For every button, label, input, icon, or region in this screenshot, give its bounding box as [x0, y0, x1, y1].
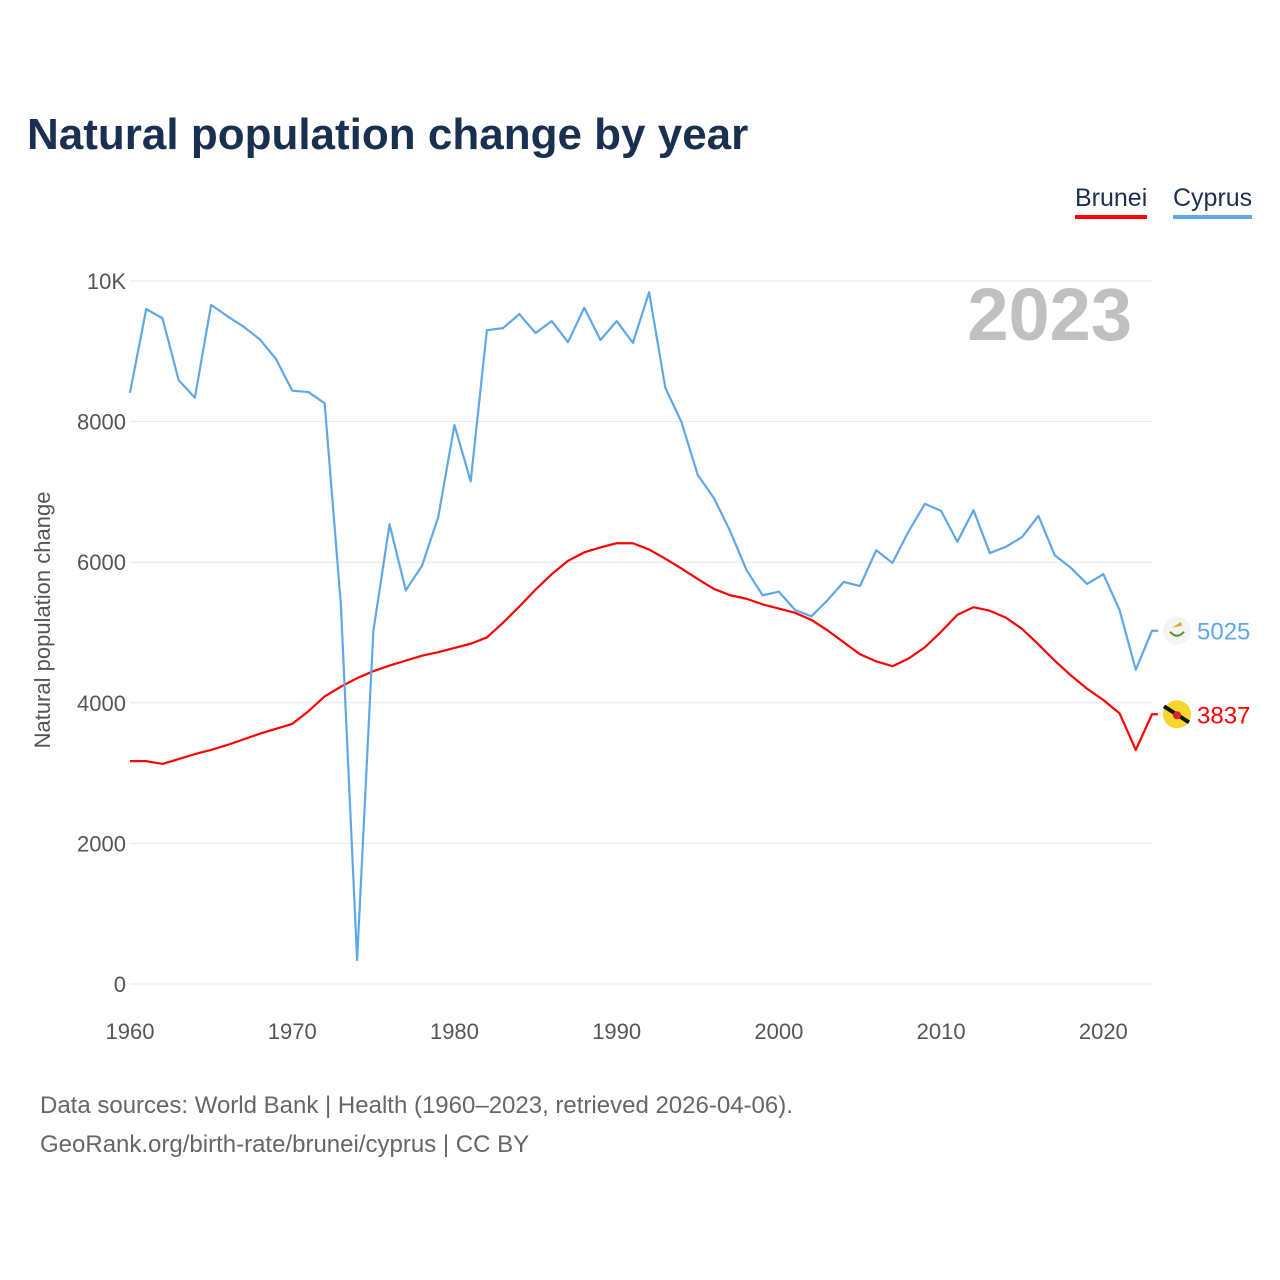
chart-title: Natural population change by year: [27, 110, 749, 159]
y-tick-label: 4000: [77, 691, 126, 716]
x-tick-label: 1960: [106, 1019, 155, 1044]
y-tick-label: 8000: [77, 410, 126, 435]
series-line-brunei: [130, 542, 1158, 766]
series-line-cyprus: [128, 291, 1158, 962]
flag-olive: [1169, 631, 1185, 637]
y-tick-label: 10K: [87, 269, 126, 294]
source-text: Data sources: World Bank | Health (1960–…: [40, 1092, 793, 1119]
x-tick-label: 2020: [1079, 1019, 1128, 1044]
x-tick-label: 2010: [917, 1019, 966, 1044]
end-value-label-cyprus: 5025: [1197, 619, 1250, 646]
x-tick-label: 1980: [430, 1019, 479, 1044]
legend-cyprus[interactable]: Cyprus: [1173, 184, 1253, 219]
footer: Data sources: World Bank | Health (1960–…: [40, 1086, 793, 1164]
y-tick-label: 6000: [77, 550, 126, 575]
credit-link[interactable]: GeoRank.org/birth-rate/brunei/cyprus | C…: [40, 1131, 530, 1158]
end-value-label-brunei: 3837: [1197, 702, 1250, 729]
legend-brunei[interactable]: Brunei: [1075, 184, 1148, 219]
flag-island: [1172, 621, 1182, 628]
flag-icon-cyprus: [1163, 616, 1191, 645]
y-axis-label: Natural population change: [30, 492, 55, 749]
x-tick-label: 1990: [592, 1019, 641, 1044]
year-label: 2023: [967, 273, 1132, 356]
flag-emblem: [1173, 711, 1181, 720]
y-tick-label: 2000: [77, 831, 126, 856]
y-tick-label: 0: [114, 972, 126, 997]
x-tick-label: 2000: [754, 1019, 803, 1044]
x-tick-label: 1970: [268, 1019, 317, 1044]
